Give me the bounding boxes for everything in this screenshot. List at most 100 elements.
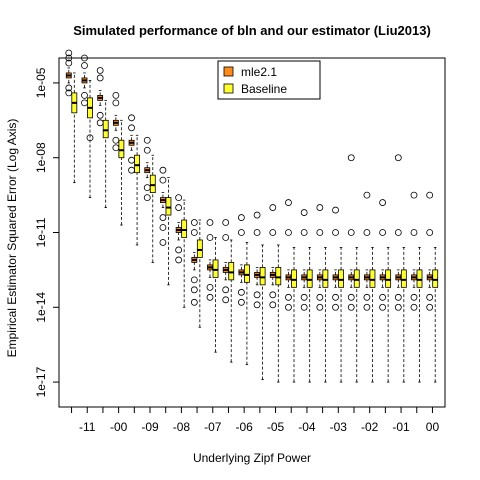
box-group bbox=[65, 49, 439, 383]
outlier-point bbox=[222, 219, 230, 226]
box-mle bbox=[347, 154, 355, 311]
iqr-box bbox=[196, 239, 203, 258]
outlier-point bbox=[237, 214, 245, 221]
outlier-point bbox=[410, 293, 418, 301]
outlier-point bbox=[112, 136, 120, 144]
iqr-box bbox=[102, 119, 109, 139]
outlier-point bbox=[237, 229, 245, 236]
box-baseline bbox=[212, 237, 219, 353]
outlier-point bbox=[96, 67, 104, 74]
outlier-point bbox=[394, 229, 402, 236]
outlier-point bbox=[426, 229, 434, 236]
box-mle bbox=[112, 91, 120, 152]
outlier-point bbox=[128, 166, 135, 174]
box-mle bbox=[379, 199, 387, 311]
outlier-point bbox=[190, 298, 198, 306]
outlier-point bbox=[285, 303, 292, 311]
x-tick-label: 00 bbox=[426, 420, 440, 434]
box-mle bbox=[65, 49, 73, 97]
iqr-box bbox=[149, 174, 156, 194]
iqr-box bbox=[400, 269, 407, 288]
iqr-box bbox=[118, 139, 125, 159]
outlier-point bbox=[206, 234, 214, 241]
iqr-box bbox=[212, 259, 219, 278]
x-tick-label: -07 bbox=[204, 420, 222, 434]
outlier-point bbox=[128, 124, 135, 132]
box-mle bbox=[426, 191, 434, 311]
box-mle bbox=[316, 204, 324, 311]
box-baseline bbox=[102, 99, 109, 208]
y-tick-label: 1e-17 bbox=[34, 366, 48, 397]
iqr-box bbox=[181, 219, 188, 238]
outlier-point bbox=[363, 303, 371, 311]
box-baseline bbox=[259, 244, 266, 380]
iqr-box bbox=[369, 269, 376, 288]
outlier-point bbox=[347, 303, 355, 311]
outlier-point bbox=[269, 229, 277, 236]
outlier-point bbox=[65, 49, 73, 57]
outlier-point bbox=[81, 99, 88, 107]
outlier-point bbox=[253, 301, 261, 309]
iqr-box bbox=[353, 269, 360, 288]
iqr-box bbox=[306, 269, 313, 288]
box-mle bbox=[285, 199, 292, 311]
box-baseline bbox=[134, 134, 140, 246]
iqr-box bbox=[322, 269, 329, 288]
outlier-point bbox=[112, 144, 120, 152]
outlier-point bbox=[316, 204, 324, 211]
outlier-point bbox=[285, 229, 292, 236]
x-axis: -11 -00 -09 -08 -07 -06 -05 -04 -03 -02 -01 00 bbox=[71, 407, 440, 434]
box-baseline bbox=[400, 247, 407, 383]
x-tick-label: -03 bbox=[330, 420, 348, 434]
box-baseline bbox=[385, 247, 392, 383]
outlier-point bbox=[206, 293, 214, 301]
outlier-point bbox=[65, 54, 73, 62]
box-baseline bbox=[86, 80, 94, 199]
outlier-point bbox=[394, 154, 402, 162]
outlier-point bbox=[128, 114, 135, 122]
iqr-box bbox=[134, 154, 140, 174]
outlier-point bbox=[190, 229, 198, 236]
outlier-point bbox=[285, 293, 292, 301]
box-mle bbox=[175, 194, 183, 264]
outlier-point bbox=[143, 146, 151, 154]
outlier-point bbox=[237, 298, 245, 306]
outlier-point bbox=[285, 199, 292, 206]
legend-label-mle: mle2.1 bbox=[241, 65, 277, 79]
outlier-point bbox=[300, 303, 308, 311]
outlier-point bbox=[269, 204, 277, 211]
box-mle bbox=[332, 206, 339, 311]
outlier-point bbox=[81, 62, 88, 69]
outlier-point bbox=[112, 91, 120, 99]
outlier-point bbox=[363, 293, 371, 301]
outlier-point bbox=[379, 293, 387, 301]
outlier-point bbox=[347, 293, 355, 301]
outlier-point bbox=[410, 191, 418, 199]
outlier-point bbox=[316, 293, 324, 301]
outlier-point bbox=[112, 99, 120, 107]
outlier-point bbox=[426, 191, 434, 199]
box-baseline bbox=[244, 242, 250, 366]
legend-swatch-baseline bbox=[223, 83, 234, 94]
box-baseline bbox=[306, 247, 313, 383]
outlier-point bbox=[206, 219, 214, 226]
y-axis: 1e-05 1e-08 1e-11 1e-14 1e-17 bbox=[34, 67, 59, 397]
outlier-point bbox=[410, 303, 418, 311]
box-mle bbox=[237, 214, 245, 306]
y-tick-label: 1e-05 bbox=[34, 67, 48, 98]
outlier-point bbox=[332, 206, 339, 214]
box-baseline bbox=[432, 247, 439, 383]
box-mle bbox=[206, 219, 214, 301]
outlier-point bbox=[159, 166, 167, 174]
outlier-point bbox=[253, 211, 261, 219]
outlier-point bbox=[394, 303, 402, 311]
box-mle bbox=[300, 209, 308, 311]
outlier-point bbox=[222, 296, 230, 304]
outlier-point bbox=[394, 293, 402, 301]
chart-title: Simulated performance of bln and our est… bbox=[73, 23, 431, 38]
iqr-box bbox=[416, 269, 423, 288]
box-baseline bbox=[71, 72, 78, 184]
outlier-point bbox=[86, 134, 94, 142]
outlier-point bbox=[159, 176, 167, 184]
